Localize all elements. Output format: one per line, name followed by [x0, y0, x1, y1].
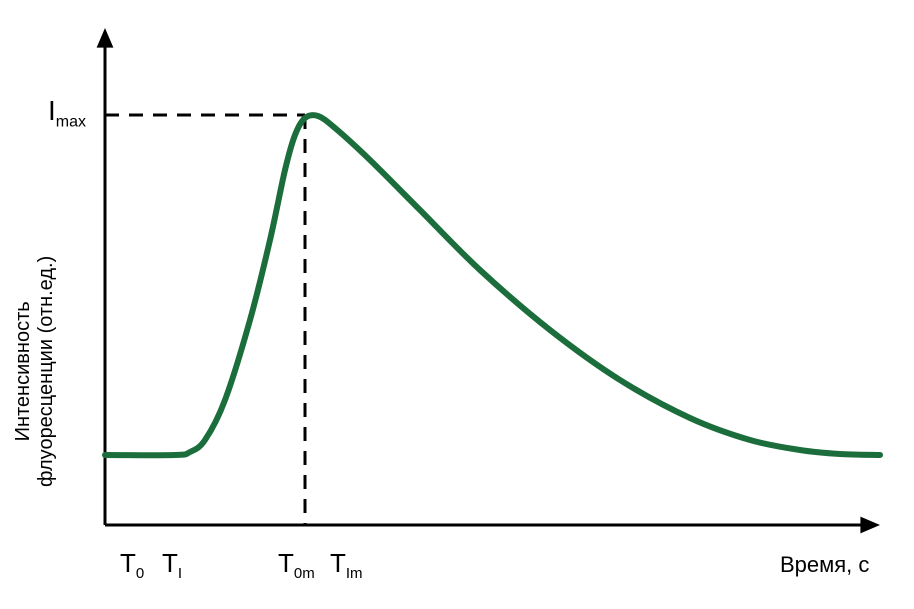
- x-tick-1: TI: [162, 548, 182, 582]
- y-axis-label: Интенсивность флуоресценции (отн.ед.): [12, 256, 58, 487]
- x-axis-label: Время, с: [780, 552, 869, 578]
- imax-label: Imax: [48, 95, 86, 132]
- y-axis-label-line2: флуоресценции (отн.ед.): [35, 256, 58, 487]
- x-tick-3: TIm: [330, 548, 363, 582]
- fluorescence-chart: Интенсивность флуоресценции (отн.ед.) Im…: [0, 0, 914, 609]
- y-axis-label-line1: Интенсивность: [12, 301, 34, 441]
- imax-main: I: [48, 95, 56, 126]
- chart-svg: [0, 0, 914, 609]
- x-tick-2: T0m: [278, 548, 315, 582]
- x-tick-0: T0: [120, 548, 144, 582]
- imax-sub: max: [56, 114, 86, 131]
